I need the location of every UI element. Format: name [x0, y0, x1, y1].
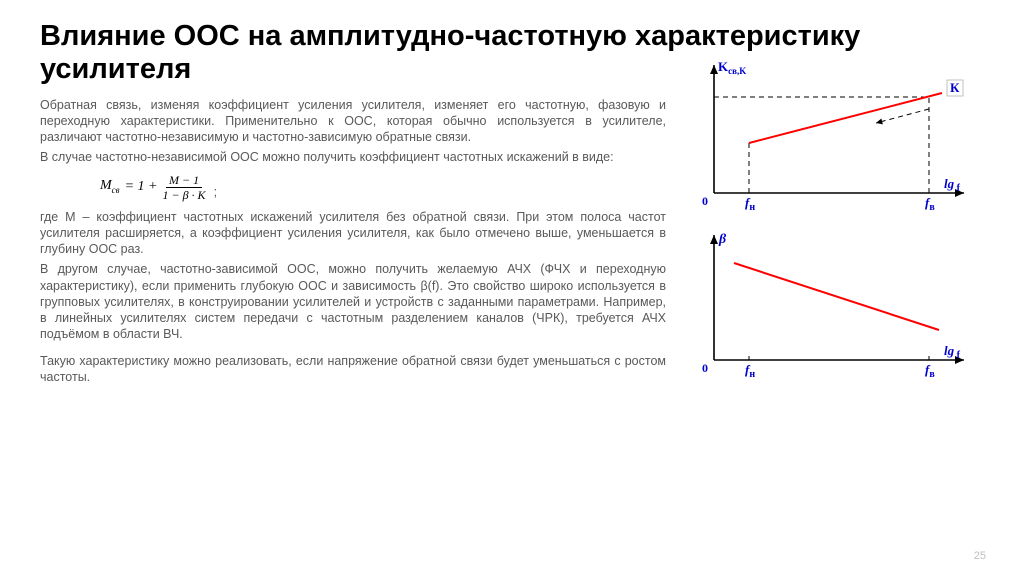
paragraph-3: где M – коэффициент частотных искажений … — [40, 209, 666, 258]
svg-text:Kсв,K: Kсв,K — [718, 59, 746, 76]
svg-text:fв: fв — [925, 195, 935, 213]
formula-semicolon: ; — [214, 184, 217, 200]
paragraph-4: В другом случае, частотно-зависимой ООС,… — [40, 261, 666, 342]
svg-text:lg f: lg f — [944, 343, 961, 361]
formula: Mсв = 1 + M − 1 1 − β · K ; — [100, 174, 666, 201]
paragraph-2: В случае частотно-независимой ООС можно … — [40, 149, 666, 165]
chart-gain: Kсв,K lg f 0 fн fв К — [684, 53, 984, 213]
formula-expression: Mсв = 1 + M − 1 1 − β · K — [100, 174, 206, 201]
text-column: Обратная связь, изменяя коэффициент усил… — [40, 97, 666, 390]
svg-text:0: 0 — [702, 194, 708, 208]
graphs-column: Kсв,K lg f 0 fн fв К β lg f 0 fн fв — [684, 53, 984, 390]
svg-text:fв: fв — [925, 362, 935, 380]
svg-text:К: К — [950, 80, 960, 95]
paragraph-5: Такую характеристику можно реализовать, … — [40, 353, 666, 386]
svg-text:fн: fн — [745, 362, 755, 380]
svg-text:lg f: lg f — [944, 176, 961, 194]
svg-text:fн: fн — [745, 195, 755, 213]
page-number: 25 — [974, 550, 986, 562]
content: Обратная связь, изменяя коэффициент усил… — [40, 97, 984, 390]
svg-text:β: β — [718, 232, 727, 247]
paragraph-1: Обратная связь, изменяя коэффициент усил… — [40, 97, 666, 146]
svg-text:0: 0 — [702, 361, 708, 375]
chart-beta: β lg f 0 fн fв — [684, 225, 984, 380]
